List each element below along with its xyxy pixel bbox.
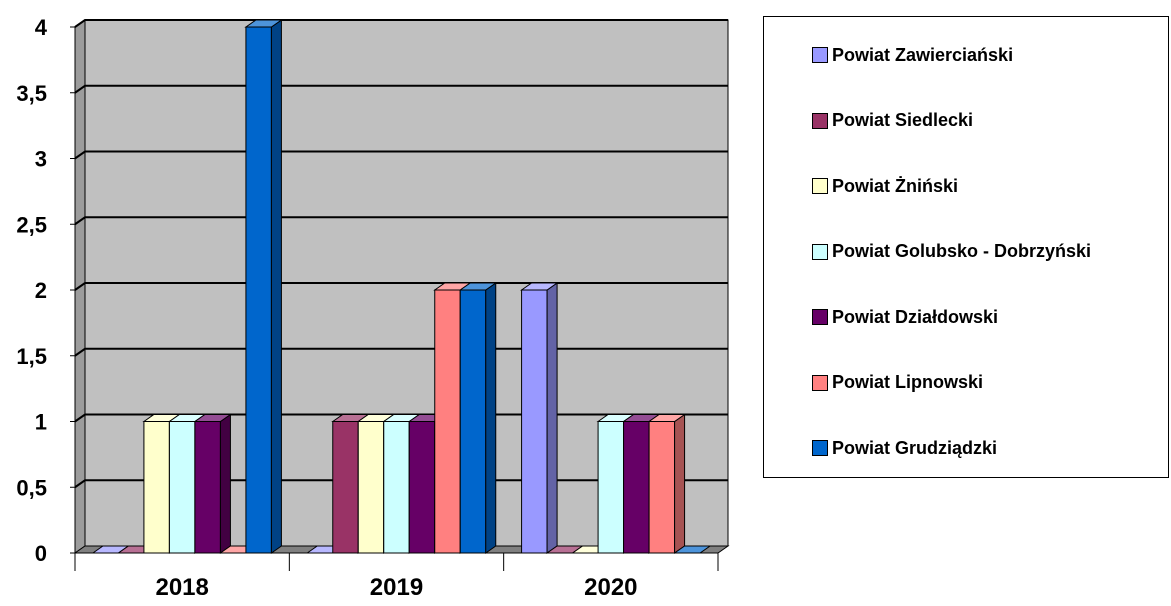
gridline	[74, 479, 728, 489]
legend-item: Powiat Żniński	[812, 174, 958, 198]
bar	[519, 282, 559, 554]
bar-top	[519, 282, 559, 291]
y-tick-label: 2,5	[16, 212, 47, 237]
legend-item: Powiat Golubsko - Dobrzyński	[812, 240, 1091, 264]
bar	[647, 413, 687, 554]
bar-side	[546, 282, 558, 554]
bar-front	[459, 289, 487, 554]
y-tick-labels: 0 0,5 1 1,5 2 2,5 3 3,5 4	[16, 15, 47, 566]
gridline	[74, 150, 728, 160]
y-tick-label: 3	[35, 147, 47, 172]
legend-swatch	[812, 374, 828, 391]
gridline	[74, 84, 728, 94]
gridline	[74, 413, 728, 423]
bar-front	[194, 421, 221, 554]
bar-front	[597, 421, 625, 554]
legend-item: Powiat Działdowski	[812, 305, 998, 329]
bar-front	[143, 421, 170, 554]
bar	[193, 413, 233, 554]
gridline	[74, 282, 728, 291]
gridline	[74, 19, 728, 28]
y-tick-label: 3,5	[16, 81, 47, 106]
y-tick-label: 4	[35, 15, 48, 40]
legend-swatch	[812, 112, 828, 129]
x-tick-label: 2019	[370, 574, 423, 601]
x-tick-label: 2018	[155, 574, 208, 601]
x-tick-label: 2020	[584, 574, 637, 601]
bar-front	[383, 421, 410, 554]
bar-front	[434, 289, 461, 554]
legend-label: Powiat Golubsko - Dobrzyński	[832, 241, 1092, 261]
bar-side	[219, 413, 231, 554]
bar-side	[485, 282, 497, 554]
bar	[458, 282, 498, 554]
y-tick-label: 1,5	[16, 344, 47, 369]
bar-front	[245, 26, 272, 554]
legend-item: Powiat Grudziądzki	[812, 436, 997, 460]
legend-swatch	[812, 309, 828, 325]
bar-side	[270, 19, 282, 554]
bar-chart: 0 0,5 1 1,5 2 2,5 3 3,5 4 2018 2019 2020	[16, 15, 730, 601]
legend: Powiat Zawierciański Powiat Siedlecki Powi…	[763, 16, 1169, 478]
legend-label: Powiat Działdowski	[832, 306, 999, 327]
bar-top	[647, 414, 687, 422]
bars	[91, 19, 712, 554]
y-tick-label: 2	[35, 278, 47, 303]
gridlines	[74, 19, 728, 489]
legend-label: Powiat Zawierciański	[832, 44, 1014, 65]
bar-top	[458, 282, 498, 291]
legend-label: Powiat Siedlecki	[832, 110, 974, 130]
bar-side	[674, 413, 686, 554]
gridline	[74, 216, 728, 226]
bar-front	[408, 421, 436, 554]
bar-top	[244, 19, 284, 28]
legend-swatch	[812, 178, 828, 194]
bar	[244, 19, 284, 554]
legend-label: Powiat Grudziądzki	[832, 437, 998, 458]
legend-swatch	[812, 243, 828, 260]
legend-item: Powiat Lipnowski	[812, 371, 983, 395]
bar-front	[648, 421, 676, 554]
x-category-labels: 2018 2019 2020	[155, 574, 637, 601]
bar-top	[193, 414, 233, 422]
bar-front	[357, 421, 385, 554]
legend-swatch	[812, 440, 828, 456]
y-tick-label: 0,5	[16, 475, 47, 500]
bar-front	[168, 421, 196, 554]
legend-item: Powiat Zawierciański	[812, 43, 1013, 67]
axes	[70, 26, 719, 571]
legend-label: Powiat Lipnowski	[832, 372, 984, 392]
y-tick-label: 1	[35, 410, 47, 435]
bar-front	[623, 421, 650, 554]
legend-swatch	[812, 47, 828, 63]
gridline	[74, 347, 728, 357]
legend-item: Powiat Siedlecki	[812, 109, 973, 133]
bar-front	[332, 421, 359, 554]
legend-label: Powiat Żniński	[832, 175, 959, 196]
y-tick-label: 0	[35, 541, 47, 566]
bar-front	[521, 289, 548, 554]
